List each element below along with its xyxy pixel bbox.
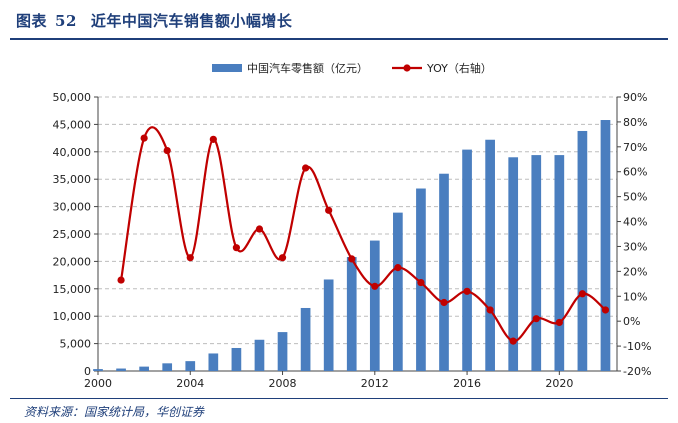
yoy-point-2022: [601, 306, 610, 314]
left-tick-label: 15,000: [53, 283, 92, 296]
yoy-point-2014: [417, 278, 425, 287]
bar-2011: [346, 257, 357, 371]
left-tick-label: 35,000: [53, 173, 92, 186]
x-tick-label: 2008: [269, 377, 297, 390]
bar-2010: [323, 279, 334, 371]
yoy-point-2004: [186, 254, 194, 262]
left-tick-label: 40,000: [53, 146, 92, 159]
yoy-point-2001: [117, 276, 125, 284]
legend-bar-swatch: [212, 64, 242, 72]
header-rule: [10, 38, 668, 40]
right-tick-label: 80%: [623, 116, 647, 129]
bar-2002: [139, 366, 149, 371]
left-tick-label: 50,000: [53, 91, 92, 104]
bar-2015: [439, 173, 449, 371]
left-tick-label: 0: [84, 365, 91, 378]
yoy-point-2009: [302, 164, 310, 172]
figure-title-text: 近年中国汽车销售额小幅增长: [90, 12, 293, 30]
legend-bar-label: 中国汽车零售额（亿元）: [247, 61, 368, 75]
left-tick-label: 45,000: [53, 118, 92, 131]
bar-2004: [185, 361, 196, 371]
x-tick-label: 2012: [361, 377, 389, 390]
right-tick-label: 10%: [623, 290, 647, 303]
yoy-point-2012: [371, 282, 379, 290]
left-tick-label: 20,000: [53, 255, 92, 268]
yoy-point-2016: [463, 287, 471, 295]
legend-line-marker: [403, 64, 411, 72]
bar-2017: [485, 139, 495, 371]
footer-rule: [10, 398, 668, 399]
yoy-point-2011: [348, 255, 356, 263]
x-tick-label: 2020: [545, 377, 573, 390]
right-tick-label: 20%: [623, 265, 647, 278]
right-tick-label: 70%: [623, 141, 647, 154]
bar-2021: [577, 130, 588, 371]
yoy-point-2005: [209, 135, 217, 143]
left-tick-label: 10,000: [53, 310, 92, 323]
bar-2019: [531, 155, 542, 371]
yoy-point-2008: [278, 254, 287, 262]
bar-2000: [93, 369, 103, 371]
right-tick-label: 40%: [623, 216, 647, 229]
right-tick-label: 50%: [623, 191, 647, 204]
yoy-point-2019: [532, 315, 540, 323]
right-tick-label: 0%: [623, 315, 640, 328]
right-tick-label: 90%: [623, 91, 647, 104]
figure-header: 图表 52 近年中国汽车销售额小幅增长: [10, 6, 668, 36]
right-tick-label: -10%: [623, 340, 651, 353]
left-tick-label: 30,000: [53, 201, 92, 214]
bar-2001: [116, 368, 126, 371]
bar-2018: [508, 157, 519, 371]
x-tick-label: 2004: [176, 377, 204, 390]
yoy-point-2006: [232, 244, 240, 252]
x-tick-label: 2016: [453, 377, 481, 390]
yoy-point-2002: [140, 134, 148, 142]
bar-2007: [254, 339, 265, 371]
bar-2013: [393, 212, 403, 371]
yoy-point-2013: [394, 264, 402, 272]
left-tick-label: 25,000: [53, 228, 92, 241]
bar-2005: [208, 353, 219, 371]
yoy-point-2010: [325, 206, 333, 214]
source-note: 资料来源：国家统计局，华创证券: [24, 405, 205, 419]
bar-2022: [600, 120, 611, 372]
figure-title: 图表 52 近年中国汽车销售额小幅增长: [16, 10, 292, 31]
right-tick-label: 60%: [623, 166, 647, 179]
yoy-point-2003: [163, 146, 171, 155]
figure-label: 图表: [16, 12, 48, 30]
yoy-point-2018: [509, 337, 517, 345]
bar-2012: [369, 240, 380, 371]
bar-2016: [462, 149, 472, 371]
yoy-point-2007: [255, 225, 264, 233]
bar-2020: [554, 155, 565, 371]
legend-line-label: YOY（右轴）: [426, 61, 492, 75]
yoy-point-2021: [578, 290, 587, 298]
right-tick-label: 30%: [623, 240, 647, 253]
bar-2009: [300, 307, 311, 371]
yoy-point-2015: [440, 298, 448, 307]
x-tick-label: 2000: [84, 377, 112, 390]
yoy-point-2017: [486, 306, 494, 314]
left-tick-label: 5,000: [60, 338, 92, 351]
right-tick-label: -20%: [623, 365, 651, 378]
bar-2003: [162, 363, 173, 371]
figure-number: 52: [55, 12, 77, 30]
bar-2008: [277, 332, 288, 371]
yoy-point-2020: [555, 318, 563, 327]
bar-2006: [231, 347, 242, 371]
